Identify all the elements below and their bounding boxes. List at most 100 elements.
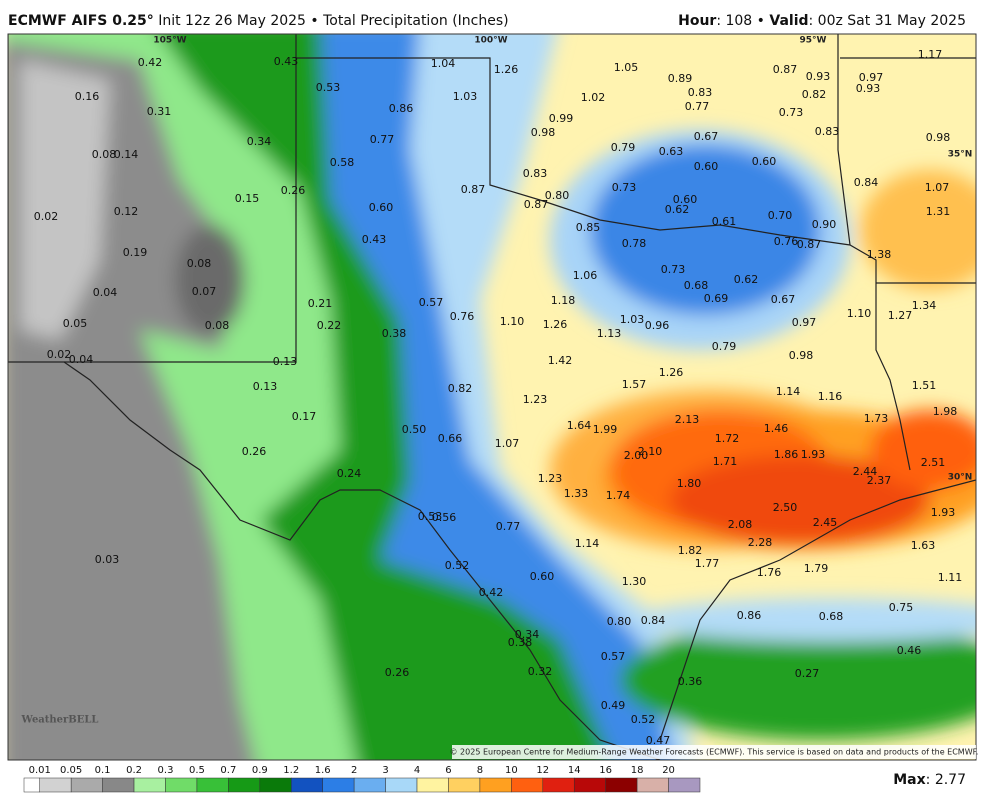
precip-value: 0.70: [768, 209, 793, 222]
precip-value: 0.82: [802, 88, 827, 101]
map-frame: [7, 33, 977, 761]
precip-value: 1.10: [500, 315, 525, 328]
grid-label: 100°W: [474, 36, 507, 46]
precip-field: [8, 34, 976, 760]
colorbar-swatch: [511, 777, 544, 793]
precip-value: 0.42: [479, 586, 504, 599]
colorbar-swatch: [196, 777, 229, 793]
precip-value: 0.66: [438, 432, 463, 445]
precip-value: 0.26: [281, 184, 306, 197]
precip-value: 1.02: [581, 91, 606, 104]
precip-value: 1.17: [918, 48, 943, 61]
precip-value: 0.60: [694, 160, 719, 173]
colorbar-swatch: [353, 777, 386, 793]
colorbar-swatch: [102, 777, 135, 793]
precip-value: 0.47: [646, 734, 671, 747]
precip-value: 0.57: [419, 296, 444, 309]
precip-value: 1.18: [551, 294, 576, 307]
precip-value: 0.68: [684, 279, 709, 292]
precip-value: 0.62: [734, 273, 759, 286]
colorbar-label: 1.6: [315, 765, 331, 776]
borders: [8, 34, 976, 760]
precip-value: 1.23: [538, 472, 563, 485]
precip-value: 0.97: [792, 316, 817, 329]
precip-value: 0.80: [545, 189, 570, 202]
precip-value: 1.31: [926, 205, 951, 218]
precip-value: 0.04: [69, 353, 94, 366]
precip-value: 1.64: [567, 419, 592, 432]
precip-value: 1.51: [912, 379, 937, 392]
colorbar-label: 2: [351, 765, 357, 776]
precip-value: 1.34: [912, 299, 937, 312]
colorbar-label: 0.7: [220, 765, 236, 776]
precip-value: 0.77: [685, 100, 710, 113]
precip-value: 0.82: [448, 382, 473, 395]
precip-value: 0.08: [205, 319, 230, 332]
precip-value: 0.04: [93, 286, 118, 299]
precip-value: 1.99: [593, 423, 618, 436]
precip-value: 0.86: [389, 102, 414, 115]
precip-value: 0.34: [247, 135, 272, 148]
precip-value: 0.24: [337, 467, 362, 480]
colorbar-swatch: [39, 777, 72, 793]
precip-value: 0.32: [528, 665, 553, 678]
precip-value: 0.60: [369, 201, 394, 214]
precip-value: 0.02: [47, 348, 72, 361]
precip-value: 0.67: [771, 293, 796, 306]
precip-value: 1.06: [573, 269, 598, 282]
precip-value: 0.31: [147, 105, 172, 118]
colorbar-swatch: [542, 777, 575, 793]
colorbar-swatch: [70, 777, 103, 793]
precip-value: 0.84: [854, 176, 879, 189]
precip-value: 1.05: [614, 61, 639, 74]
precip-value: 2.13: [675, 413, 700, 426]
precip-value: 2.28: [748, 536, 773, 549]
colorbar-label: 12: [536, 765, 549, 776]
colorbar-label: 20: [662, 765, 675, 776]
precip-value: 1.63: [911, 539, 936, 552]
colorbar-swatch: [448, 777, 481, 793]
precip-value: 1.77: [695, 557, 720, 570]
precip-value: 0.77: [496, 520, 521, 533]
precip-value: 1.10: [847, 307, 872, 320]
precip-value: 0.46: [897, 644, 922, 657]
precip-value: 0.79: [712, 340, 737, 353]
precip-value: 0.99: [549, 112, 574, 125]
precip-value: 1.16: [818, 390, 843, 403]
colorbar-label: 16: [599, 765, 612, 776]
precip-value: 1.23: [523, 393, 548, 406]
precip-value: 0.90: [812, 218, 837, 231]
precip-value: 1.98: [933, 405, 958, 418]
colorbar-swatch: [133, 777, 166, 793]
precip-value: 1.82: [678, 544, 703, 557]
precip-value: 0.62: [665, 203, 690, 216]
precip-value: 0.13: [253, 380, 278, 393]
max: Max: 2.77: [893, 772, 966, 788]
precip-value: 1.07: [925, 181, 950, 194]
precip-value: 0.83: [815, 125, 840, 138]
precip-value: 0.56: [432, 511, 457, 524]
colorbar-swatch: [259, 777, 292, 793]
precip-value: 0.85: [576, 221, 601, 234]
precip-value: 0.60: [530, 570, 555, 583]
precip-value: 0.08: [187, 257, 212, 270]
colorbar-swatch: [322, 777, 355, 793]
precip-value: 1.13: [597, 327, 622, 340]
precip-value: 0.12: [114, 205, 139, 218]
colorbar-swatch: [165, 777, 198, 793]
precip-value: 1.14: [776, 385, 801, 398]
precip-value: 0.76: [450, 310, 475, 323]
logo: WeatherBELL: [21, 715, 99, 726]
precip-value: 1.14: [575, 537, 600, 550]
precip-value: 1.79: [804, 562, 829, 575]
precip-value: 2.10: [638, 445, 663, 458]
precip-value: 0.93: [856, 82, 881, 95]
precip-value: 0.14: [114, 148, 139, 161]
precip-value: 0.93: [806, 70, 831, 83]
precip-value: 0.86: [737, 609, 762, 622]
precip-value: 0.07: [192, 285, 217, 298]
colorbar-swatch: [668, 777, 701, 793]
precip-value: 0.43: [274, 55, 299, 68]
colorbar-label: 10: [505, 765, 518, 776]
